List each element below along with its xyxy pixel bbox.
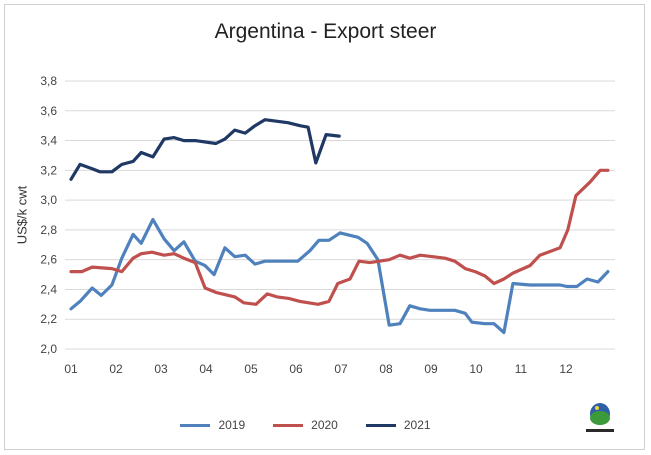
- legend-swatch: [180, 423, 211, 427]
- legend-swatch: [365, 423, 396, 427]
- y-tick-label: 2,8: [40, 223, 57, 237]
- x-tick-label: 04: [199, 362, 213, 376]
- x-tick-label: 01: [64, 362, 78, 376]
- x-tick-label: 09: [424, 362, 438, 376]
- x-tick-label: 11: [515, 362, 528, 376]
- series-line-2020: [69, 168, 610, 306]
- y-tick-label: 2,0: [40, 342, 57, 356]
- y-tick-label: 2,4: [40, 282, 57, 296]
- series-line-2019: [69, 217, 610, 335]
- x-tick-label: 12: [559, 362, 573, 376]
- legend-item-2019: 2019: [180, 418, 245, 432]
- legend: 2019 2020 2021: [0, 418, 631, 432]
- y-tick-label: 3,0: [40, 193, 57, 207]
- x-tick-label: 03: [154, 362, 168, 376]
- y-tick-label: 2,6: [40, 253, 57, 267]
- legend-label: 2019: [218, 418, 246, 432]
- y-tick-label: 3,8: [40, 74, 57, 88]
- x-tick-label: 07: [334, 362, 348, 376]
- x-tick-label: 08: [379, 362, 393, 376]
- series-line-2021: [69, 118, 341, 181]
- legend-label: 2021: [403, 418, 431, 432]
- legend-label: 2020: [311, 418, 338, 432]
- y-tick-label: 2,2: [40, 312, 57, 326]
- x-tick-label: 05: [244, 362, 258, 376]
- x-tick-label: 10: [469, 362, 483, 376]
- legend-item-2020: 2020: [273, 418, 338, 432]
- chart-frame: [4, 4, 645, 450]
- tardaguila-logo: [586, 403, 614, 432]
- legend-item-2021: 2021: [365, 418, 431, 432]
- y-tick-label: 3,2: [40, 163, 57, 177]
- legend-swatch: [273, 423, 304, 427]
- x-tick-label: 02: [109, 362, 123, 376]
- y-tick-label: 3,4: [40, 134, 57, 148]
- y-tick-label: 3,6: [40, 104, 57, 118]
- chart-title: Argentina - Export steer: [214, 20, 437, 43]
- x-tick-label: 06: [289, 362, 303, 376]
